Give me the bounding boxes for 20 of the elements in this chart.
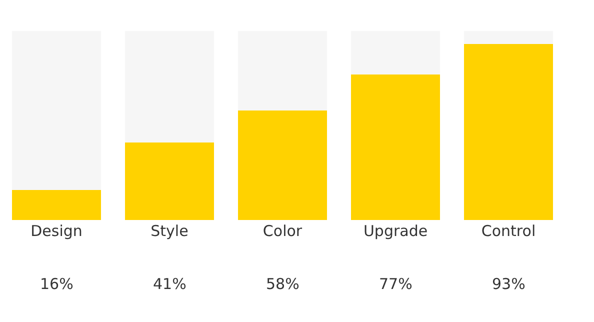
bar bbox=[124, 31, 214, 143]
x-tick-label: Style bbox=[150, 222, 188, 240]
x-tick-label: Control bbox=[481, 222, 536, 240]
bar bbox=[12, 31, 102, 190]
data-label: 16% bbox=[40, 275, 74, 293]
bar bbox=[350, 74, 440, 220]
x-tick-label: Upgrade bbox=[363, 222, 428, 240]
bar bbox=[238, 110, 328, 220]
data-label: 77% bbox=[379, 275, 412, 293]
data-label: 58% bbox=[266, 275, 300, 293]
data-label: 41% bbox=[153, 275, 186, 293]
bar bbox=[12, 190, 102, 220]
x-tick-label: Design bbox=[30, 222, 82, 240]
bar bbox=[464, 31, 554, 44]
bar bbox=[124, 142, 214, 220]
bar bbox=[238, 31, 328, 110]
bar bbox=[350, 31, 440, 74]
x-tick-label: Color bbox=[262, 222, 303, 240]
bar bbox=[464, 44, 554, 220]
data-label: 93% bbox=[492, 275, 526, 293]
